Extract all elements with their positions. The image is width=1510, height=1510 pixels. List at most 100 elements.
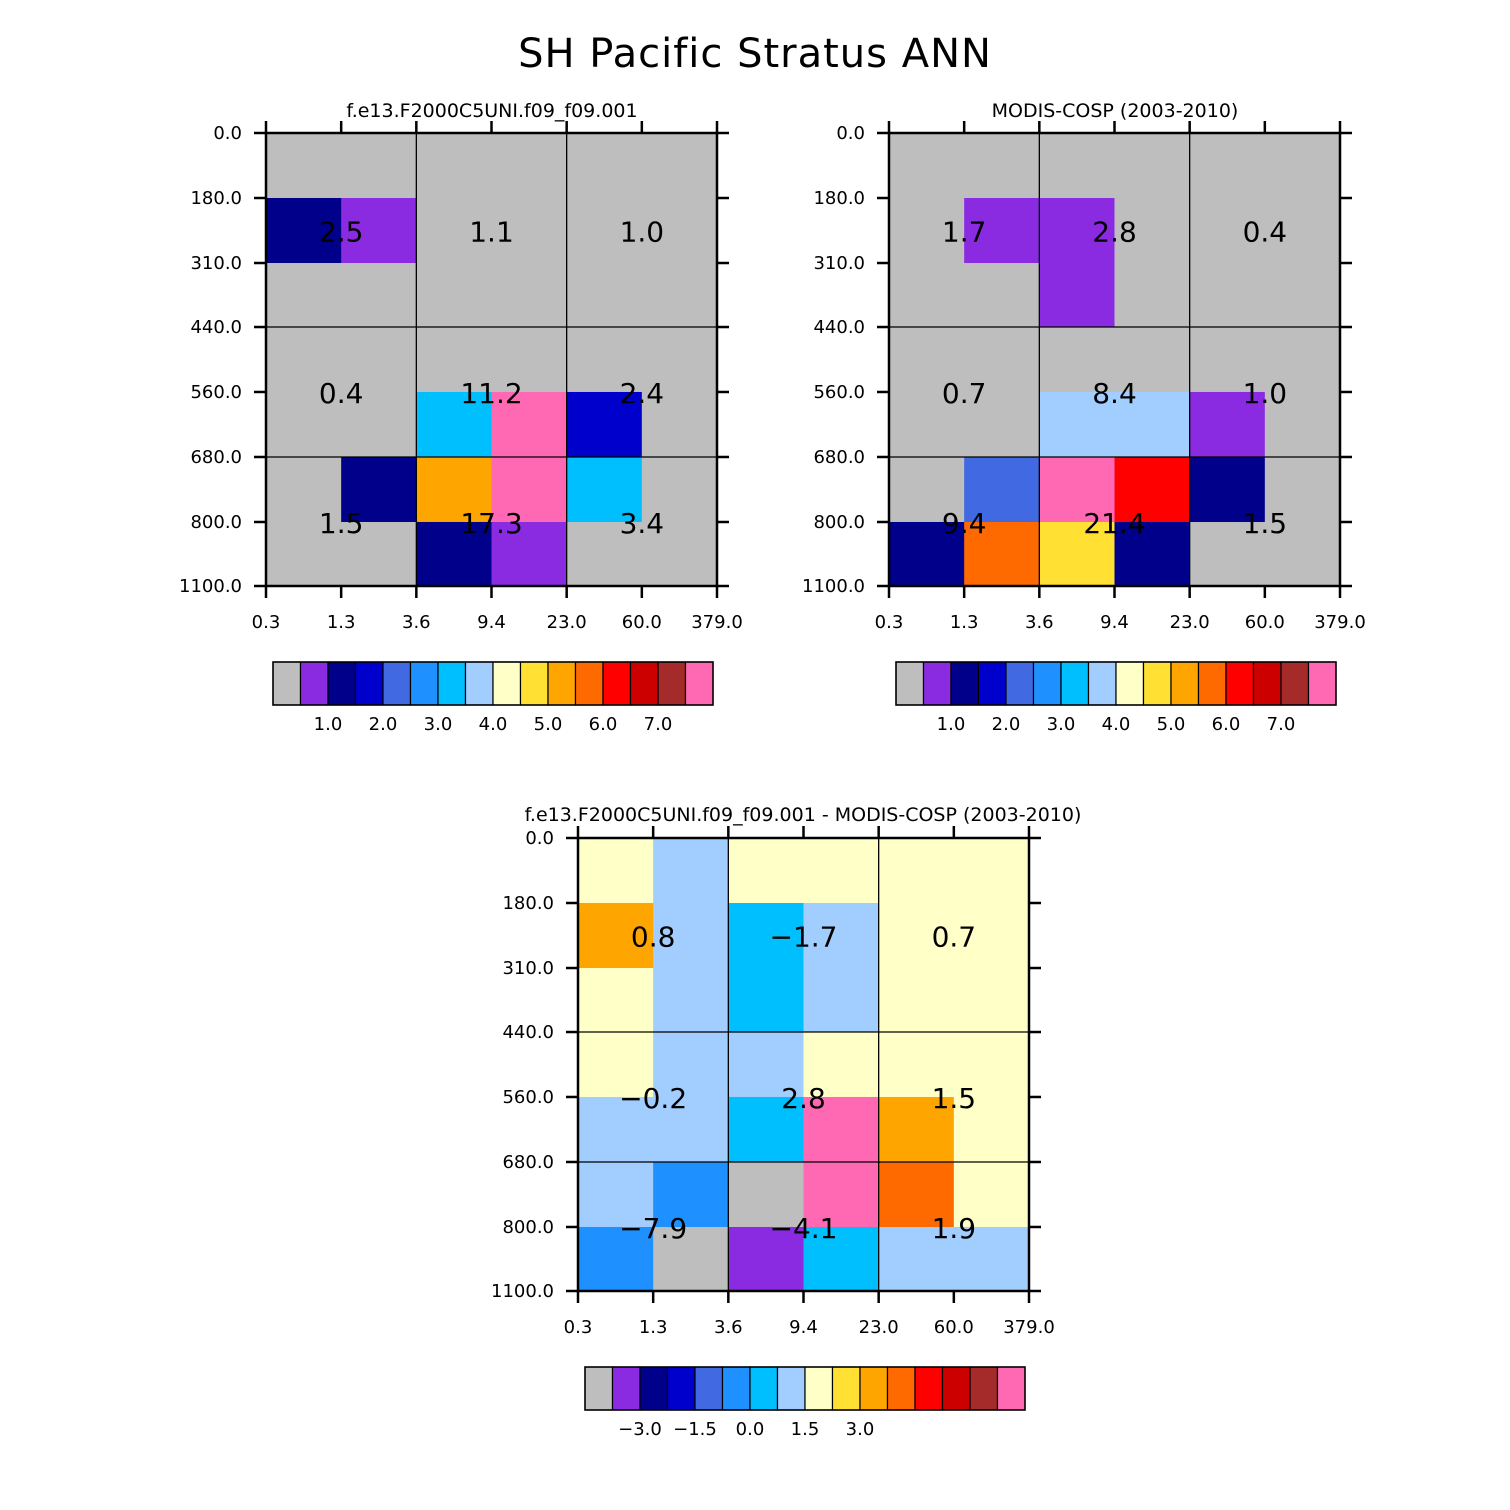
colorbar-tick-label: 4.0 [479, 714, 508, 735]
x-tick-label: 9.4 [1100, 612, 1129, 633]
heatmap-cell [641, 521, 718, 587]
colorbar-swatch [584, 1366, 614, 1411]
colorbar-swatch [895, 661, 925, 706]
heatmap-cell [578, 1096, 654, 1163]
colorbar-tick-label: 7.0 [1267, 714, 1296, 735]
heatmap-cell [953, 903, 1030, 969]
colorbar-tick-label: 0.0 [736, 1419, 765, 1440]
heatmap-cell [641, 133, 718, 199]
heatmap-cell [1264, 521, 1341, 587]
heatmap-cell [566, 198, 643, 264]
heatmap-cell [641, 263, 718, 328]
heatmap-cell [803, 1161, 880, 1228]
heatmap-cell [491, 133, 568, 199]
heatmap-cell [1114, 327, 1191, 393]
heatmap-cell [953, 838, 1030, 904]
y-tick-label: 310.0 [813, 253, 865, 274]
colorbar-swatch [922, 661, 952, 706]
heatmap-cell [803, 1226, 880, 1292]
colorbar-swatch [574, 661, 604, 706]
heatmap-cell [641, 198, 718, 264]
y-tick-label: 310.0 [190, 253, 242, 274]
colorbar-swatch [437, 661, 467, 706]
heatmap-cell [341, 456, 417, 523]
x-tick-label: 0.3 [875, 612, 904, 633]
heatmap-cell [878, 1096, 955, 1163]
x-tick-label: 0.3 [564, 1317, 593, 1338]
heatmap-cell [491, 456, 568, 523]
box-value-label: 9.4 [942, 507, 987, 540]
y-tick-label: 310.0 [502, 958, 554, 979]
colorbar-swatch [996, 1366, 1026, 1411]
heatmap-cell [653, 1161, 729, 1228]
colorbar-tick-label: −1.5 [673, 1419, 717, 1440]
panel-model: f.e13.F2000C5UNI.f09_f09.001 0.0 180.0 310… [179, 100, 743, 735]
x-tick-label: 60.0 [1245, 612, 1285, 633]
colorbar-swatch [1197, 661, 1227, 706]
colorbar-swatch [1142, 661, 1172, 706]
heatmap-cell [1189, 133, 1266, 199]
heatmap-cell [566, 521, 643, 587]
heatmap-cell [578, 1032, 654, 1098]
colorbar-swatch [831, 1366, 861, 1411]
heatmap-cell [964, 263, 1040, 328]
heatmap-cell [1114, 391, 1191, 458]
x-tick-label: 0.3 [252, 612, 281, 633]
x-tick-label: 3.6 [402, 612, 431, 633]
heatmap-cell [1039, 198, 1116, 264]
figure-title: SH Pacific Stratus ANN [518, 31, 992, 77]
heatmap-cell [566, 133, 643, 199]
box-value-label: 1.7 [942, 216, 987, 249]
heatmap-cell [1264, 456, 1341, 523]
heatmap-cell [1114, 133, 1191, 199]
heatmap-cell [491, 521, 568, 587]
box-value-label: 2.8 [781, 1082, 826, 1115]
y-tick-label: 440.0 [190, 317, 242, 338]
heatmap-cell [416, 327, 493, 393]
colorbar-tick-label: 3.0 [846, 1419, 875, 1440]
y-tick-label: 800.0 [190, 512, 242, 533]
colorbar-frame [895, 661, 1337, 706]
colorbar-swatch [611, 1366, 641, 1411]
colorbar-swatch [382, 661, 412, 706]
heatmap-cell [653, 1096, 729, 1163]
heatmap-cell [653, 838, 729, 904]
y-tick-label: 800.0 [502, 1217, 554, 1238]
heatmap-cell [878, 903, 955, 969]
x-tick-label: 60.0 [934, 1317, 974, 1338]
heatmap-cell [653, 968, 729, 1033]
heatmap-cell [578, 968, 654, 1033]
heatmap-cell [728, 903, 805, 969]
colorbar-swatch [969, 1366, 999, 1411]
heatmap-cell [578, 838, 654, 904]
heatmap-cell [416, 391, 493, 458]
y-tick-label: 680.0 [502, 1152, 554, 1173]
panel-difference: f.e13.F2000C5UNI.f09_f09.001 - MODIS-COS… [491, 804, 1081, 1440]
y-tick-label: 1100.0 [802, 576, 865, 597]
colorbar-swatch [721, 1366, 751, 1411]
y-tick-label: 560.0 [502, 1087, 554, 1108]
y-tick-label: 800.0 [813, 512, 865, 533]
heatmap-cell [878, 1032, 955, 1098]
box-value-label: −0.2 [619, 1082, 687, 1115]
colorbar-tick-label: 2.0 [369, 714, 398, 735]
y-tick-label: 180.0 [190, 188, 242, 209]
heatmap-cell [341, 133, 417, 199]
heatmap-cell [803, 1032, 880, 1098]
y-tick-label: 1100.0 [491, 1281, 554, 1302]
heatmap-cell [266, 263, 342, 328]
box-value-label: 1.1 [469, 216, 514, 249]
panel-title: f.e13.F2000C5UNI.f09_f09.001 - MODIS-COS… [525, 804, 1082, 826]
y-tick-label: 680.0 [813, 447, 865, 468]
colorbar-swatch [941, 1366, 971, 1411]
colorbar-tick-label: 1.0 [937, 714, 966, 735]
box-value-label: 0.4 [1243, 216, 1288, 249]
heatmap-cell [1039, 133, 1116, 199]
colorbar-tick-label: 3.0 [1047, 714, 1076, 735]
colorbar-swatch [1307, 661, 1337, 706]
heatmap-cell [728, 1161, 805, 1228]
heatmap-cell [578, 1226, 654, 1292]
colorbar-swatch [492, 661, 522, 706]
x-tick-label: 23.0 [1170, 612, 1210, 633]
heatmap-cell [878, 968, 955, 1033]
